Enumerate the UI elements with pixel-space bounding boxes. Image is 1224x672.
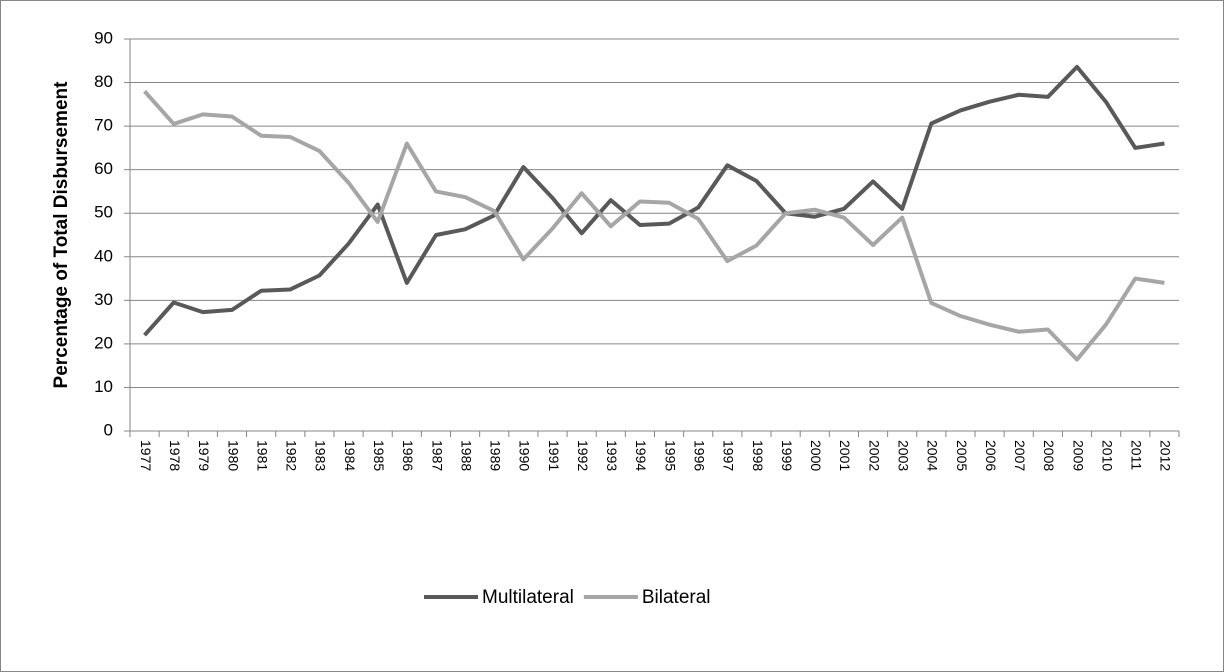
legend-label: Multilateral [482, 587, 574, 608]
x-tick-label: 1982 [284, 440, 300, 471]
x-tick-label: 2005 [954, 440, 970, 471]
y-tick-label: 70 [94, 116, 113, 135]
x-tick-label: 2001 [837, 440, 853, 471]
x-tick-label: 2004 [925, 440, 941, 471]
y-tick-label: 90 [94, 28, 113, 47]
x-tick-label: 1995 [662, 440, 678, 471]
x-tick-label: 1999 [779, 440, 795, 471]
x-tick-label: 1980 [225, 440, 241, 471]
x-tick-label: 1988 [458, 440, 474, 471]
x-tick-label: 1986 [400, 440, 416, 471]
x-tick-label: 2011 [1129, 440, 1145, 470]
x-tick-label: 1984 [342, 440, 358, 471]
x-tick-label: 1987 [429, 440, 445, 471]
x-tick-label: 1983 [313, 440, 329, 471]
y-tick-label: 0 [104, 420, 113, 439]
y-tick-label: 20 [94, 333, 113, 352]
x-tick-label: 2000 [808, 440, 824, 471]
y-tick-label: 40 [94, 246, 113, 265]
x-tick-label: 2003 [895, 440, 911, 471]
x-tick-label: 1998 [750, 440, 766, 471]
x-tick-label: 2012 [1158, 440, 1174, 471]
x-tick-label: 1985 [371, 440, 387, 471]
x-tick-label: 1993 [604, 440, 620, 471]
x-tick-label: 1991 [546, 440, 562, 471]
y-tick-label: 50 [94, 203, 113, 222]
x-tick-label: 1978 [167, 440, 183, 471]
x-tick-label: 1996 [692, 440, 708, 471]
y-axis-title: Percentage of Total Disbursement [51, 81, 72, 389]
x-tick-label: 2008 [1041, 440, 1057, 471]
legend-label: Bilateral [642, 587, 711, 608]
y-tick-label: 10 [94, 377, 113, 396]
x-tick-label: 1979 [196, 440, 212, 471]
y-tick-label: 60 [94, 159, 113, 178]
y-tick-label: 80 [94, 72, 113, 91]
x-tick-label: 1981 [254, 440, 270, 471]
x-tick-label: 1994 [633, 440, 649, 471]
x-tick-label: 2007 [1012, 440, 1028, 471]
x-tick-label: 1977 [138, 440, 154, 471]
x-tick-label: 1997 [721, 440, 737, 471]
x-tick-label: 1989 [488, 440, 504, 471]
x-tick-label: 2009 [1070, 440, 1086, 471]
series-line [143, 89, 1165, 362]
x-tick-label: 1990 [517, 440, 533, 471]
y-tick-label: 30 [94, 290, 113, 309]
x-tick-label: 2002 [866, 440, 882, 471]
x-tick-label: 2006 [983, 440, 999, 471]
x-tick-label: 1992 [575, 440, 591, 471]
series-line [143, 64, 1165, 337]
x-tick-label: 2010 [1099, 440, 1115, 471]
